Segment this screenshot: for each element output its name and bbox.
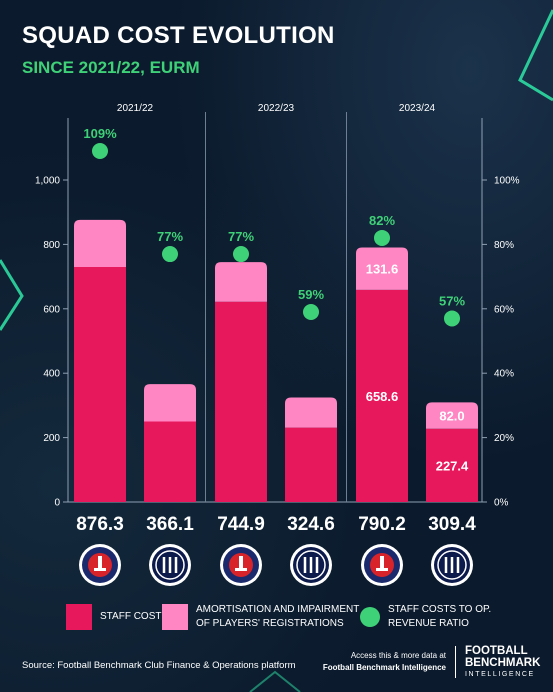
bar-amortisation-label: 82.0 bbox=[439, 409, 464, 424]
y-left-tick-label: 1,000 bbox=[35, 176, 60, 187]
bar-amortisation bbox=[74, 219, 126, 267]
chart-subtitle: SINCE 2021/22, EURM bbox=[22, 58, 200, 77]
bar-total-label: 324.6 bbox=[287, 514, 335, 535]
inter-crest-inner-ring bbox=[155, 550, 185, 580]
y-right-tick-label: 20% bbox=[494, 433, 514, 444]
bar-staff-costs bbox=[74, 266, 126, 502]
y-left-tick-label: 800 bbox=[43, 240, 60, 251]
bar-staff-costs bbox=[215, 301, 267, 502]
source-note: Source: Football Benchmark Club Finance … bbox=[22, 660, 296, 671]
y-left-tick-label: 200 bbox=[43, 433, 60, 444]
chart-title: SQUAD COST EVOLUTION bbox=[22, 22, 335, 49]
access-note: Access this & more data at Football Benc… bbox=[318, 650, 446, 674]
season-label: 2023/24 bbox=[399, 103, 436, 114]
y-left-tick-label: 0 bbox=[54, 498, 60, 509]
bar-staff-costs bbox=[144, 421, 196, 502]
access-link[interactable]: Football Benchmark Intelligence bbox=[322, 663, 446, 672]
legend-swatch-staff-costs bbox=[66, 604, 92, 630]
ratio-dot bbox=[374, 229, 390, 246]
bar-amortisation bbox=[285, 397, 337, 428]
inter-crest-inner-ring bbox=[296, 550, 326, 580]
psg-crest-base bbox=[376, 568, 388, 571]
brand-line-2: BENCHMARK bbox=[465, 657, 541, 669]
ratio-dot bbox=[92, 143, 108, 160]
y-right-tick-label: 100% bbox=[494, 176, 520, 187]
legend-swatch-amortisation bbox=[162, 604, 188, 630]
legend-item-staff-costs: STAFF COSTS bbox=[66, 602, 168, 632]
legend-label-amortisation: AMORTISATION AND IMPAIRMENT OF PLAYERS' … bbox=[196, 604, 360, 629]
inter-crest-inner-ring bbox=[437, 550, 467, 580]
bar-amortisation bbox=[215, 262, 267, 302]
bar-amortisation bbox=[144, 384, 196, 422]
y-left-tick-label: 400 bbox=[43, 369, 60, 380]
bar-staff-costs bbox=[426, 428, 478, 502]
season-label: 2021/22 bbox=[117, 103, 154, 114]
brand-line-3: INTELLIGENCE bbox=[465, 671, 535, 678]
season-label: 2022/23 bbox=[258, 103, 295, 114]
bar-staff-costs-label: 227.4 bbox=[436, 458, 469, 473]
bar-total-label: 790.2 bbox=[358, 514, 406, 535]
y-right-tick-label: 0% bbox=[494, 498, 509, 509]
ratio-label: 109% bbox=[83, 126, 117, 141]
legend-swatch-ratio bbox=[360, 607, 380, 627]
brand-divider bbox=[455, 646, 456, 678]
ratio-dot bbox=[233, 246, 249, 263]
psg-crest-tower bbox=[98, 556, 102, 570]
ratio-label: 57% bbox=[439, 293, 465, 308]
psg-crest-base bbox=[94, 568, 106, 571]
ratio-dot bbox=[303, 304, 319, 321]
bar-total-label: 309.4 bbox=[428, 514, 476, 535]
ratio-label: 82% bbox=[369, 213, 395, 228]
bar-total-label: 744.9 bbox=[217, 514, 265, 535]
psg-crest-base bbox=[235, 568, 247, 571]
psg-crest-tower bbox=[380, 556, 384, 570]
ratio-dot bbox=[162, 246, 178, 263]
bar-amortisation-label: 131.6 bbox=[366, 262, 399, 277]
bar-staff-costs bbox=[285, 427, 337, 502]
bar-staff-costs bbox=[356, 289, 408, 502]
bar-amortisation bbox=[426, 402, 478, 429]
brand-line-1: FOOTBALL bbox=[465, 645, 528, 657]
access-line: Access this & more data at bbox=[350, 651, 446, 660]
brand-logo: FOOTBALL BENCHMARK INTELLIGENCE bbox=[465, 645, 540, 681]
bar-total-label: 876.3 bbox=[76, 514, 124, 535]
y-left-tick-label: 600 bbox=[43, 304, 60, 315]
ratio-dot bbox=[444, 310, 460, 327]
legend-label-staff-costs: STAFF COSTS bbox=[100, 611, 169, 622]
ratio-label: 77% bbox=[228, 229, 254, 244]
bar-amortisation bbox=[356, 247, 408, 290]
ratio-label: 59% bbox=[298, 287, 324, 302]
y-right-tick-label: 80% bbox=[494, 240, 514, 251]
legend-item-ratio: STAFF COSTS TO OP. REVENUE RATIO bbox=[360, 602, 491, 632]
y-right-tick-label: 40% bbox=[494, 369, 514, 380]
bar-total-label: 366.1 bbox=[146, 514, 194, 535]
y-right-tick-label: 60% bbox=[494, 304, 514, 315]
psg-crest-tower bbox=[239, 556, 243, 570]
ratio-label: 77% bbox=[157, 229, 183, 244]
bar-staff-costs-label: 658.6 bbox=[366, 389, 399, 404]
legend-item-amortisation: AMORTISATION AND IMPAIRMENT OF PLAYERS' … bbox=[162, 602, 359, 632]
legend-label-ratio: STAFF COSTS TO OP. REVENUE RATIO bbox=[388, 604, 492, 629]
